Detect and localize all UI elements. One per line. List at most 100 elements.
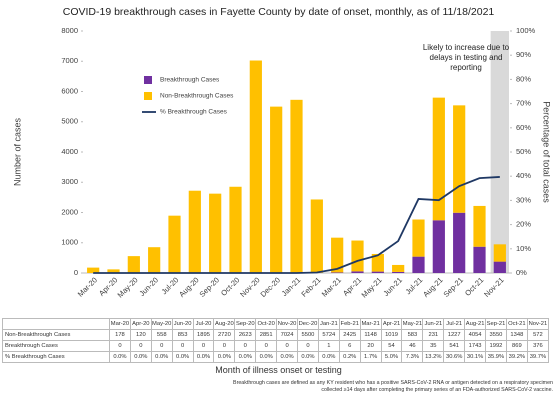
table-cell: 0: [171, 340, 194, 352]
bar-segment: [290, 99, 303, 273]
y2-tick-label: 70%: [516, 99, 531, 108]
table-cell: 4054: [464, 329, 487, 341]
y-tick-label: 0: [74, 268, 78, 277]
table-category: Jun-21: [422, 318, 445, 330]
table-cell: 0: [276, 340, 299, 352]
y2-tick-label: 0%: [516, 268, 527, 277]
footnote: Breakthrough cases are defined as any KY…: [233, 380, 553, 393]
y-tick-label: 1000: [61, 238, 78, 247]
table-cell: 0.0%: [255, 351, 278, 363]
table-cell: 376: [526, 340, 550, 352]
table-row: Non-Breakthrough Cases 178 120 558 853 1895 27…: [2, 329, 550, 341]
x-tick-label: May-21: [360, 275, 384, 299]
y2-tick-label: 30%: [516, 195, 531, 204]
table-cell: 0.0%: [150, 351, 173, 363]
legend-swatch: [144, 76, 152, 84]
table-category: Apr-21: [380, 318, 403, 330]
y-tick-label: 6000: [61, 86, 78, 95]
table-category: Feb-21: [338, 318, 361, 330]
legend-label: % Breakthrough Cases: [160, 109, 228, 116]
table-category: Aug-20: [213, 318, 236, 330]
table-category: Oct-21: [505, 318, 528, 330]
table-cell: 2720: [213, 329, 236, 341]
table-cell: 7024: [276, 329, 299, 341]
table-cell: 2851: [255, 329, 278, 341]
table-category: Mar-21: [359, 318, 382, 330]
table-row-label: Non-Breakthrough Cases: [2, 329, 110, 341]
table-cell: 0.0%: [171, 351, 194, 363]
bar-segment: [168, 215, 181, 273]
table-cell: 0.0%: [276, 351, 299, 363]
table-cell: 0.2%: [338, 351, 361, 363]
y2-tick-label: 60%: [516, 123, 531, 132]
line: [93, 176, 500, 274]
x-tick-label: Mar-21: [320, 275, 343, 298]
table-cell: 572: [526, 329, 550, 341]
table-cell: 0: [109, 340, 131, 352]
y2-tick-label: 50%: [516, 147, 531, 156]
x-tick-label: May-20: [116, 275, 140, 299]
bar-segment: [473, 246, 486, 273]
table-category: May-21: [401, 318, 424, 330]
table-cell: 558: [150, 329, 173, 341]
table-category: Nov-20: [276, 318, 299, 330]
table-cell: 2425: [338, 329, 361, 341]
x-tick-label: Sep-21: [442, 275, 465, 298]
table-cell: 869: [505, 340, 528, 352]
y-axis-title: Number of cases: [12, 117, 22, 186]
x-tick-label: Jun-21: [381, 275, 404, 298]
legend-label: Non-Breakthrough Cases: [160, 93, 234, 100]
table-cell: 231: [422, 329, 445, 341]
bar-segment: [351, 240, 364, 272]
table-cell: 0.0%: [213, 351, 236, 363]
table-cell: 0.0%: [109, 351, 131, 363]
y-tick-label: 7000: [61, 56, 78, 65]
y-tick-label: 5000: [61, 117, 78, 126]
x-tick-label: Jun-20: [137, 275, 160, 298]
bar-segment: [392, 271, 405, 273]
bar-segment: [453, 212, 466, 273]
y2-tick-label: 20%: [516, 220, 531, 229]
bar-segment: [107, 269, 120, 273]
table-cell: 20: [359, 340, 382, 352]
chart-title: COVID-19 breakthrough cases in Fayette C…: [62, 6, 495, 18]
bar-segment: [432, 220, 445, 273]
table-cell: 0: [192, 340, 215, 352]
table-cell: 0: [234, 340, 257, 352]
bar-segment: [371, 253, 384, 272]
table-cell: 2623: [234, 329, 257, 341]
annotation: Likely to increase due to delays in test…: [422, 43, 510, 72]
table-cell: 7.3%: [401, 351, 424, 363]
bar-segment: [127, 256, 140, 273]
table-cell: 1019: [380, 329, 403, 341]
incomplete-shade: [490, 31, 509, 273]
table-category: Jul-20: [192, 318, 215, 330]
x-tick-label: Aug-21: [421, 275, 444, 298]
table-cell: 541: [443, 340, 466, 352]
table-category: Aug-21: [464, 318, 487, 330]
y2-tick-label: 90%: [516, 50, 531, 59]
table-cell: 1743: [464, 340, 487, 352]
y2-tick-label: 100%: [516, 26, 536, 35]
table-cell: 30.1%: [464, 351, 487, 363]
table-cell: 0.0%: [234, 351, 257, 363]
table-category: Jan-21: [317, 318, 340, 330]
y-tick-label: 4000: [61, 147, 78, 156]
table-cell: 0: [255, 340, 278, 352]
table-cell: 178: [109, 329, 131, 341]
bar-segment: [351, 271, 364, 273]
y2-tick-label: 10%: [516, 244, 531, 253]
table-corner: [2, 318, 110, 330]
table-cell: 5.0%: [380, 351, 403, 363]
bar-segment: [392, 264, 405, 272]
table-row: % Breakthrough Cases 0.0% 0.0% 0.0% 0.0% 0.0%…: [2, 351, 550, 363]
table-cell: 3550: [485, 329, 507, 341]
table-cell: 1348: [505, 329, 528, 341]
bar-segment: [331, 272, 344, 273]
table-cell: 39.2%: [505, 351, 528, 363]
table-category: Oct-20: [255, 318, 278, 330]
table-cell: 5724: [317, 329, 340, 341]
x-tick-label: Dec-20: [259, 275, 282, 298]
